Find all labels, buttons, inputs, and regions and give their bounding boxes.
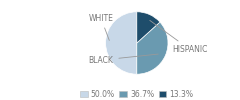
Text: BLACK: BLACK: [88, 54, 158, 65]
Legend: 50.0%, 36.7%, 13.3%: 50.0%, 36.7%, 13.3%: [77, 86, 197, 100]
Wedge shape: [106, 12, 137, 74]
Wedge shape: [137, 22, 168, 74]
Text: WHITE: WHITE: [88, 14, 113, 40]
Wedge shape: [137, 12, 160, 43]
Text: HISPANIC: HISPANIC: [150, 20, 208, 54]
